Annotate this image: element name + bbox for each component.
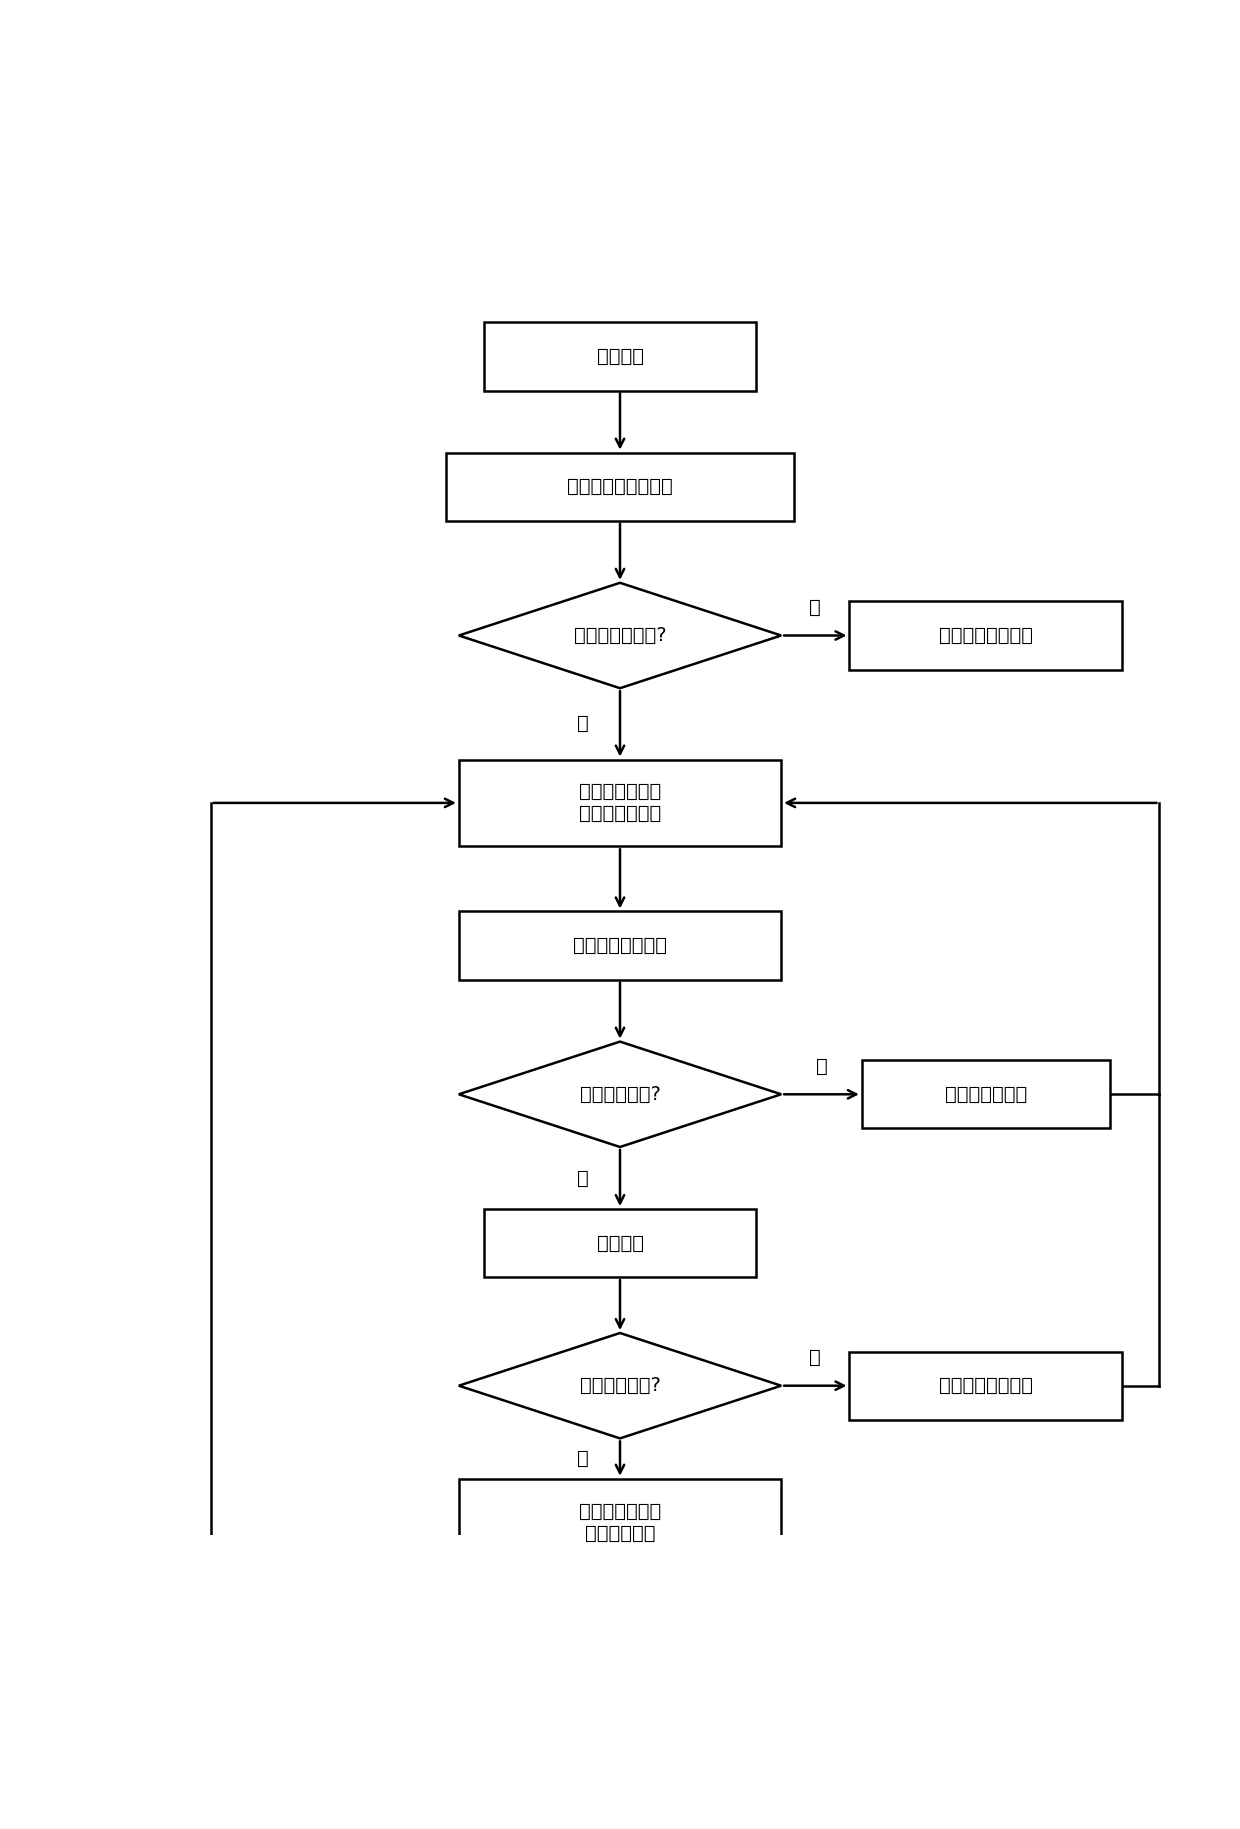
Text: 报警，停止测试: 报警，停止测试: [945, 1085, 1027, 1103]
FancyBboxPatch shape: [446, 452, 794, 521]
Text: 高于预警阈值?: 高于预警阈值?: [579, 1375, 661, 1396]
Text: 清除报警信息，
继续进行测试: 清除报警信息， 继续进行测试: [579, 1502, 661, 1542]
Text: 是: 是: [816, 1057, 827, 1075]
Text: 否: 否: [578, 1449, 589, 1469]
Polygon shape: [459, 1041, 781, 1147]
Text: 更新界面温度信息: 更新界面温度信息: [573, 936, 667, 955]
Text: 初始化是否成功?: 初始化是否成功?: [574, 626, 666, 646]
FancyBboxPatch shape: [484, 322, 756, 391]
Polygon shape: [459, 1333, 781, 1438]
FancyBboxPatch shape: [862, 1061, 1110, 1128]
Text: 获取各温度值，
计算当前温度值: 获取各温度值， 计算当前温度值: [579, 783, 661, 823]
FancyBboxPatch shape: [849, 602, 1122, 669]
Text: 是: 是: [578, 715, 589, 733]
Text: 高于停测阈值?: 高于停测阈值?: [579, 1085, 661, 1103]
Text: 设备上电: 设备上电: [596, 348, 644, 366]
FancyBboxPatch shape: [459, 1478, 781, 1566]
Polygon shape: [459, 583, 781, 688]
Text: 报警，不允许测试: 报警，不允许测试: [939, 626, 1033, 646]
Text: 否: 否: [578, 1169, 589, 1187]
FancyBboxPatch shape: [459, 759, 781, 847]
Text: 恢复测试: 恢复测试: [596, 1233, 644, 1253]
FancyBboxPatch shape: [849, 1352, 1122, 1419]
FancyBboxPatch shape: [484, 1209, 756, 1277]
Text: 初始化温度监控系统: 初始化温度监控系统: [567, 477, 673, 496]
Text: 否: 否: [810, 598, 821, 616]
Text: 是: 是: [810, 1348, 821, 1366]
FancyBboxPatch shape: [459, 911, 781, 980]
Text: 报警，不停止测试: 报警，不停止测试: [939, 1375, 1033, 1396]
